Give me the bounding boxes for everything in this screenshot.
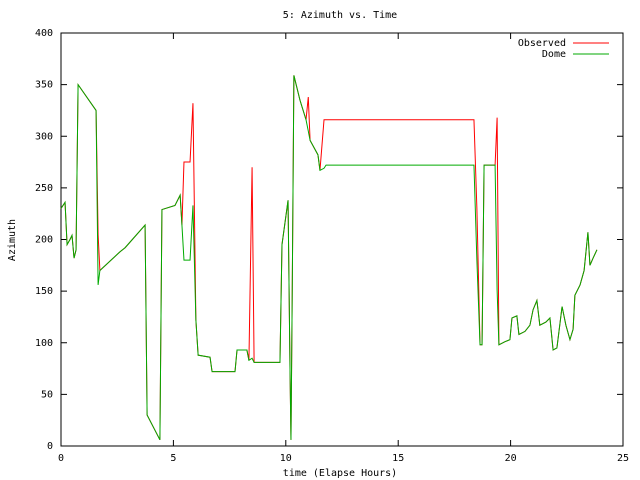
y-tick-label: 350 xyxy=(35,80,53,91)
y-tick-label: 50 xyxy=(41,389,53,400)
y-axis-label: Azimuth xyxy=(7,219,18,261)
x-tick-label: 25 xyxy=(617,453,629,464)
legend-label: Dome xyxy=(542,49,566,60)
x-tick-label: 15 xyxy=(392,453,404,464)
x-axis-label: time (Elapse Hours) xyxy=(283,468,397,479)
y-tick-label: 100 xyxy=(35,338,53,349)
chart-title: 5: Azimuth vs. Time xyxy=(283,10,397,21)
x-tick-label: 20 xyxy=(505,453,517,464)
y-tick-label: 250 xyxy=(35,183,53,194)
y-tick-label: 400 xyxy=(35,28,53,39)
y-tick-label: 150 xyxy=(35,286,53,297)
y-tick-label: 0 xyxy=(47,441,53,452)
y-tick-label: 300 xyxy=(35,131,53,142)
x-tick-label: 10 xyxy=(280,453,292,464)
series-line xyxy=(60,75,598,441)
legend-label: Observed xyxy=(518,38,566,49)
x-tick-label: 0 xyxy=(58,453,64,464)
y-tick-label: 200 xyxy=(35,235,53,246)
x-tick-label: 5 xyxy=(170,453,176,464)
